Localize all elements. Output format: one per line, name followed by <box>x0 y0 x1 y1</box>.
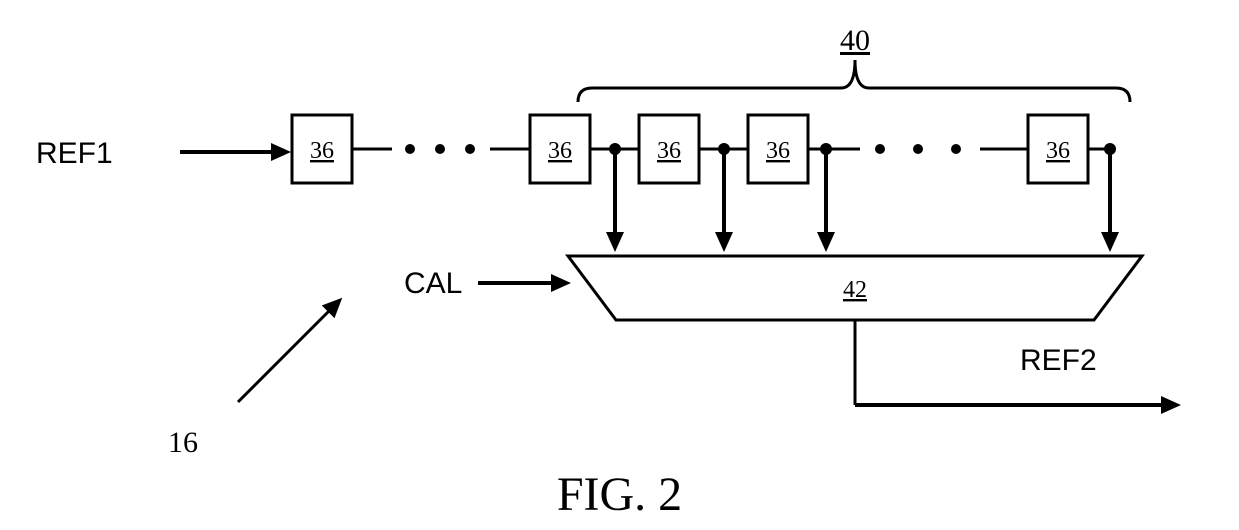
ref2-label: REF2 <box>1020 344 1097 377</box>
delay-element-label: 36 <box>548 138 572 164</box>
ellipsis-dot <box>465 144 475 154</box>
ellipsis-dot <box>875 144 885 154</box>
mux-label: 42 <box>843 277 867 303</box>
ellipsis-dot <box>951 144 961 154</box>
delay-element-label: 36 <box>657 138 681 164</box>
group-label: 40 <box>840 24 870 57</box>
delay-element-label: 36 <box>766 138 790 164</box>
pointer-arrow <box>238 302 338 402</box>
ref1-label: REF1 <box>36 137 113 170</box>
ellipsis-dot <box>405 144 415 154</box>
group-brace <box>578 60 1130 102</box>
figure-caption: FIG. 2 <box>557 468 682 521</box>
pointer-label: 16 <box>168 426 198 459</box>
ellipsis-dot <box>913 144 923 154</box>
diagram-layer: 40 36 36 36 36 36 REF1 CAL 42 REF2 16 FIG. 2 <box>36 24 1175 521</box>
ellipsis-dot <box>435 144 445 154</box>
delay-element-label: 36 <box>1046 138 1070 164</box>
delay-element-label: 36 <box>310 138 334 164</box>
cal-label: CAL <box>404 267 462 300</box>
